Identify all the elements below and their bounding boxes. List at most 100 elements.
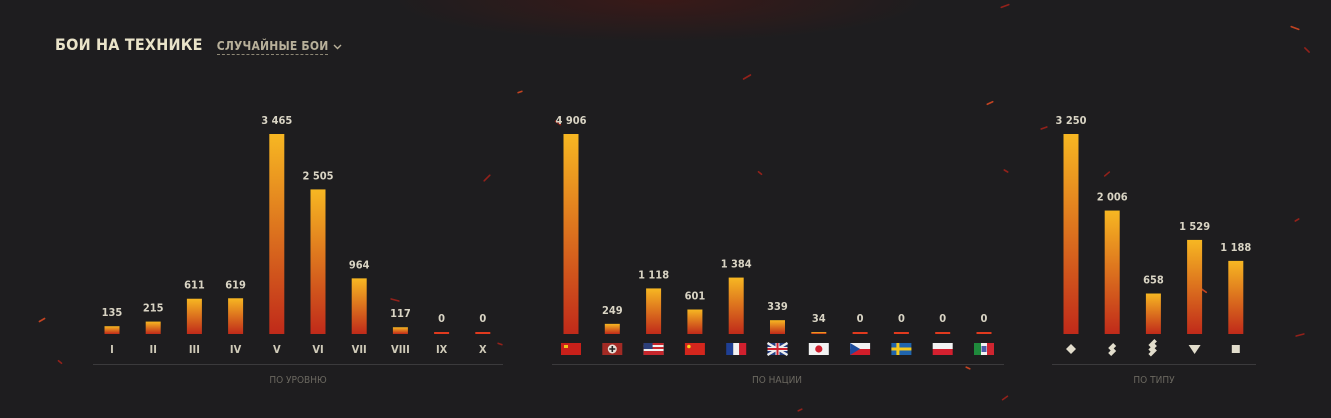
data-label: 1 529 (1179, 220, 1210, 233)
ember-spark (1003, 169, 1009, 173)
bar[interactable] (1187, 239, 1203, 334)
group-title: ПО ТИПУ (1133, 375, 1175, 386)
bar[interactable] (687, 309, 703, 334)
bar[interactable] (269, 134, 285, 334)
chart-group-1: 135 I 215 II 611 III 619 IV 3 465 V 2 505 VI 964 VII 1… (93, 114, 503, 386)
header: БОИ НА ТЕХНИКЕ СЛУЧАЙНЫЕ БОИ (55, 35, 342, 55)
data-label: 4 906 (556, 114, 587, 127)
ember-spark (742, 74, 752, 80)
ember-spark (1304, 47, 1310, 53)
tick-label: I (110, 343, 114, 356)
data-label: 34 (812, 312, 826, 325)
data-label: 117 (390, 307, 411, 320)
ember-spark (965, 366, 971, 370)
bar[interactable] (770, 320, 785, 334)
ember-spark (757, 170, 763, 176)
chart-group-2: 4 906 249 1 118 601 1 384 339 34 0 0 0 0 ПО НАЦИИ (552, 114, 1004, 386)
france-flag-icon (726, 343, 747, 355)
bar[interactable] (893, 332, 909, 334)
tank-destroyer-icon (1188, 345, 1201, 354)
data-label: 0 (479, 312, 486, 325)
bar[interactable] (1145, 293, 1161, 334)
ember-spark (517, 90, 523, 94)
bar[interactable] (1228, 260, 1244, 334)
bar[interactable] (145, 321, 161, 334)
bar[interactable] (935, 332, 951, 334)
ember-spark (38, 317, 46, 323)
ember-spark (797, 408, 803, 412)
data-label: 2 006 (1097, 191, 1128, 204)
bar[interactable] (976, 332, 992, 334)
data-label: 1 188 (1220, 241, 1251, 254)
poland-flag-icon (932, 343, 953, 355)
light-tank-icon (1066, 344, 1076, 354)
tick-label: X (479, 343, 487, 356)
bar[interactable] (1104, 210, 1120, 334)
bar[interactable] (852, 332, 868, 334)
sweden-flag-icon (891, 343, 912, 355)
bar[interactable] (392, 327, 408, 334)
tick-label: IX (436, 343, 448, 356)
data-label: 3 250 (1056, 114, 1087, 127)
bar[interactable] (310, 189, 326, 334)
bar[interactable] (186, 298, 202, 334)
page-title: БОИ НА ТЕХНИКЕ (55, 35, 203, 54)
bar[interactable] (228, 298, 244, 334)
data-label: 339 (767, 300, 788, 313)
battle-type-dropdown-label: СЛУЧАЙНЫЕ БОИ (216, 39, 329, 55)
ember-spark (1290, 25, 1300, 31)
italy-flag-icon (974, 343, 994, 355)
group-title: ПО НАЦИИ (752, 375, 802, 386)
data-label: 2 505 (303, 169, 334, 182)
ember-spark (1294, 218, 1300, 222)
tick-label: V (273, 343, 281, 356)
data-label: 964 (349, 258, 370, 271)
usa-flag-icon (643, 343, 664, 355)
data-label: 0 (981, 312, 988, 325)
medium-tank-icon (1108, 343, 1117, 356)
chevron-down-icon (333, 44, 342, 50)
bar[interactable] (811, 332, 827, 334)
czech-flag-icon (850, 343, 871, 355)
data-label: 249 (602, 304, 623, 317)
data-label: 0 (939, 312, 946, 325)
spg-icon (1231, 345, 1240, 353)
ember-spark (497, 342, 503, 346)
ember-spark (57, 359, 63, 365)
bar[interactable] (434, 332, 450, 334)
tick-label: VIII (391, 343, 410, 356)
ember-spark (1103, 171, 1111, 177)
uk-flag-icon (766, 341, 789, 357)
tick-label: VI (312, 343, 323, 356)
data-label: 3 465 (261, 114, 292, 127)
bar[interactable] (646, 288, 662, 334)
data-label: 1 118 (638, 268, 669, 281)
bar[interactable] (728, 277, 744, 334)
battle-type-dropdown[interactable]: СЛУЧАЙНЫЕ БОИ (216, 39, 343, 55)
bar[interactable] (604, 323, 620, 334)
data-label: 601 (685, 289, 706, 302)
ember-spark (554, 120, 562, 126)
bar[interactable] (475, 332, 491, 334)
data-label: 611 (184, 279, 205, 292)
ember-spark (986, 100, 994, 106)
bar[interactable] (1063, 134, 1079, 334)
ember-spark (1295, 333, 1305, 337)
bar[interactable] (563, 134, 579, 334)
data-label: 0 (438, 312, 445, 325)
tick-label: VII (352, 343, 367, 356)
ember-spark (1000, 3, 1010, 9)
heavy-tank-icon (1148, 339, 1157, 357)
china-flag-icon (684, 343, 705, 355)
bar[interactable] (104, 326, 120, 334)
tick-label: III (189, 343, 200, 356)
group-title: ПО УРОВНЮ (269, 375, 327, 386)
ember-spark (1001, 395, 1009, 401)
bar[interactable] (351, 278, 367, 334)
data-label: 215 (143, 302, 164, 315)
germany-flag-icon (602, 343, 623, 355)
chart-group-3: 3 250 2 006 658 1 529 1 188 ПО ТИПУ (1052, 114, 1256, 386)
ember-spark (483, 174, 491, 182)
data-label: 0 (898, 312, 905, 325)
